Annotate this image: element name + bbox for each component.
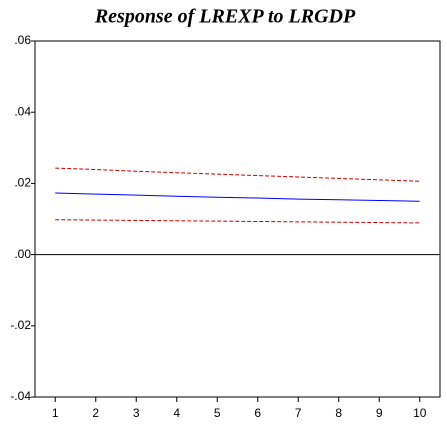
y-tick-label: -.02 (10, 318, 31, 332)
y-tick-label: -.04 (10, 389, 31, 403)
series-line (55, 167, 420, 182)
y-tick-label: .06 (14, 33, 31, 47)
x-tick-label: 1 (52, 406, 59, 420)
x-tick-label: 5 (214, 406, 221, 420)
x-tick-label: 6 (254, 406, 261, 420)
x-tick-label: 10 (413, 406, 427, 420)
series-line (55, 219, 420, 224)
y-tick-label: .04 (14, 104, 31, 118)
x-tick-label: 8 (335, 406, 342, 420)
plot-frame (34, 40, 441, 398)
x-tick-label: 9 (376, 406, 383, 420)
y-tick-label: .00 (14, 247, 31, 261)
x-tick-label: 7 (295, 406, 302, 420)
chart-title: Response of LREXP to LRGDP (94, 6, 356, 28)
x-tick-label: 4 (173, 406, 180, 420)
x-tick-label: 3 (133, 406, 140, 420)
series-line (55, 192, 420, 202)
y-tick-label: .02 (14, 176, 31, 190)
x-tick-label: 2 (92, 406, 99, 420)
